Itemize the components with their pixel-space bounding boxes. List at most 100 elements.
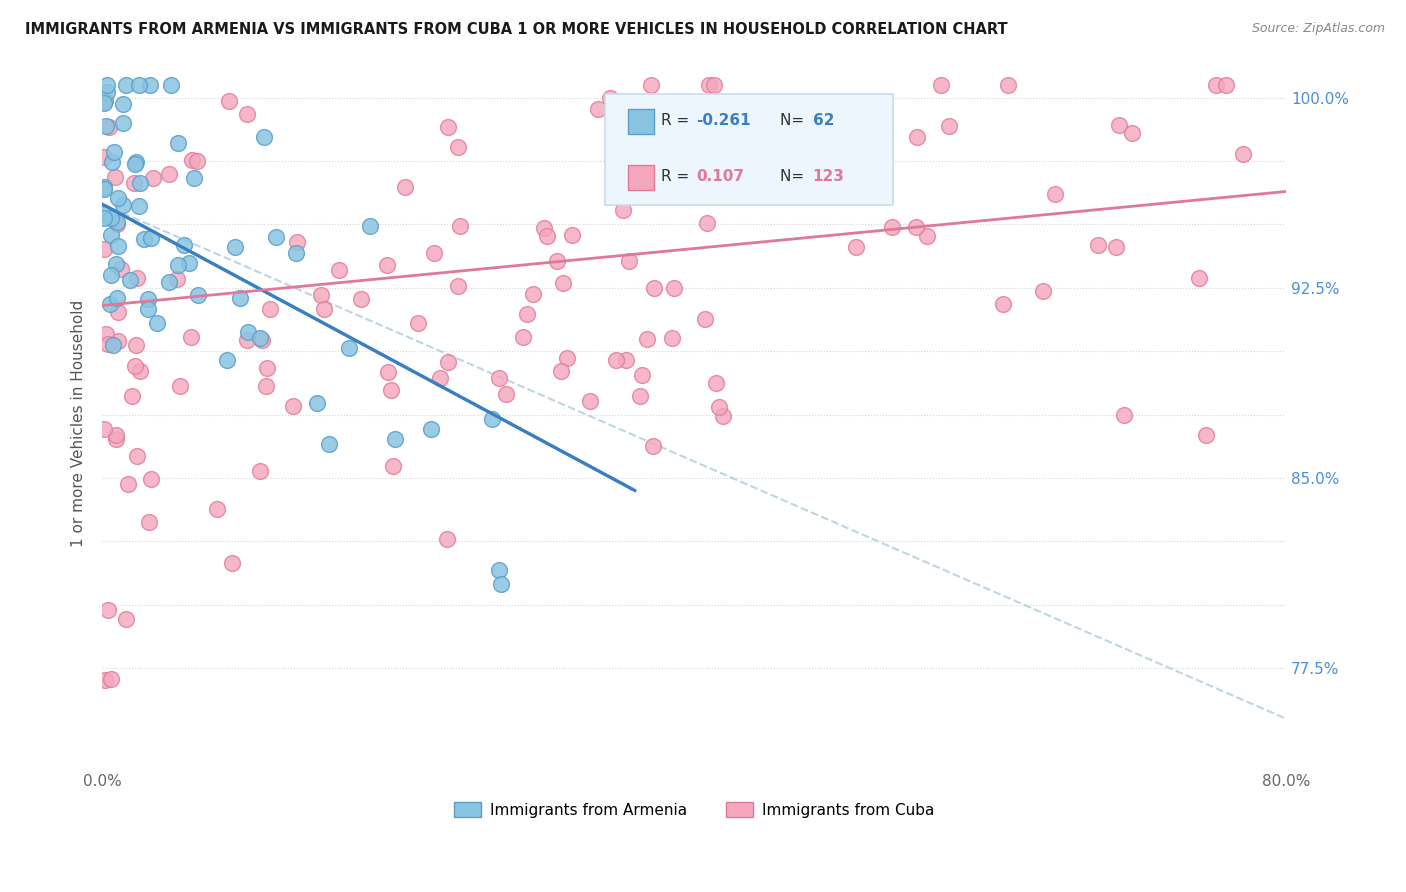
Point — [249, 464, 271, 478]
Point — [107, 334, 129, 348]
Point — [218, 94, 240, 108]
Y-axis label: 1 or more Vehicles in Household: 1 or more Vehicles in Household — [72, 300, 86, 547]
Point — [1105, 240, 1128, 254]
Point — [307, 396, 329, 410]
Point — [612, 203, 634, 218]
Point — [104, 432, 127, 446]
Point — [614, 352, 637, 367]
Text: 62: 62 — [813, 112, 834, 128]
Point — [311, 287, 333, 301]
Point — [115, 78, 138, 92]
Point — [599, 91, 621, 105]
Point — [93, 207, 115, 221]
Point — [121, 389, 143, 403]
Text: N=: N= — [780, 112, 810, 128]
Point — [236, 333, 259, 347]
Point — [845, 240, 868, 254]
Point — [93, 242, 115, 256]
Point — [1032, 284, 1054, 298]
Point — [285, 246, 308, 260]
Point — [236, 325, 259, 339]
Point — [166, 258, 188, 272]
Point — [173, 237, 195, 252]
Point — [804, 177, 827, 191]
Point — [997, 78, 1019, 92]
Point — [180, 330, 202, 344]
Text: N=: N= — [780, 169, 810, 184]
Point — [929, 78, 952, 92]
Point — [93, 673, 115, 688]
Point — [381, 459, 404, 474]
Point — [1087, 238, 1109, 252]
Text: 0.107: 0.107 — [696, 169, 744, 184]
Point — [905, 129, 928, 144]
Point — [631, 368, 654, 382]
Point — [695, 312, 717, 326]
Point — [157, 275, 180, 289]
Point — [707, 400, 730, 414]
Point — [93, 182, 115, 196]
Point — [100, 211, 122, 226]
Point — [536, 228, 558, 243]
Point — [516, 307, 538, 321]
Point — [641, 439, 664, 453]
Point — [125, 337, 148, 351]
Text: Source: ZipAtlas.com: Source: ZipAtlas.com — [1251, 22, 1385, 36]
Point — [159, 167, 181, 181]
Text: R =: R = — [661, 112, 695, 128]
Point — [205, 502, 228, 516]
Point — [136, 293, 159, 307]
Point — [359, 219, 381, 234]
Point — [488, 563, 510, 577]
Point — [1121, 126, 1143, 140]
Point — [1232, 147, 1254, 161]
Point — [1205, 78, 1227, 92]
Point — [124, 359, 146, 374]
Text: 123: 123 — [813, 169, 845, 184]
Point — [100, 672, 122, 686]
Point — [662, 281, 685, 295]
Point — [676, 124, 699, 138]
Point — [429, 371, 451, 385]
Point — [93, 179, 115, 194]
Point — [259, 301, 281, 316]
Point — [256, 360, 278, 375]
Point — [159, 78, 181, 92]
Point — [114, 612, 136, 626]
Point — [640, 78, 662, 92]
Point — [1112, 409, 1135, 423]
Point — [224, 240, 246, 254]
Point — [384, 433, 406, 447]
Point — [146, 317, 169, 331]
Point — [221, 556, 243, 570]
Point — [105, 428, 128, 442]
Point — [186, 154, 208, 169]
Text: R =: R = — [661, 169, 695, 184]
Point — [125, 271, 148, 285]
Point — [704, 376, 727, 391]
Point — [447, 139, 470, 153]
Point — [93, 94, 115, 108]
Point — [1195, 427, 1218, 442]
Point — [98, 120, 121, 134]
Point — [449, 219, 471, 234]
Point — [169, 379, 191, 393]
Point — [138, 515, 160, 529]
Point — [96, 120, 118, 134]
Point — [167, 136, 190, 150]
Point — [423, 245, 446, 260]
Point — [110, 262, 132, 277]
Point — [643, 281, 665, 295]
Point — [124, 157, 146, 171]
Point — [586, 102, 609, 116]
Point — [107, 239, 129, 253]
Point — [183, 171, 205, 186]
Point — [904, 219, 927, 234]
Point — [107, 305, 129, 319]
Point — [93, 150, 115, 164]
Point — [489, 577, 512, 591]
Point — [437, 120, 460, 134]
Point — [103, 145, 125, 160]
Point — [118, 273, 141, 287]
Point — [122, 176, 145, 190]
